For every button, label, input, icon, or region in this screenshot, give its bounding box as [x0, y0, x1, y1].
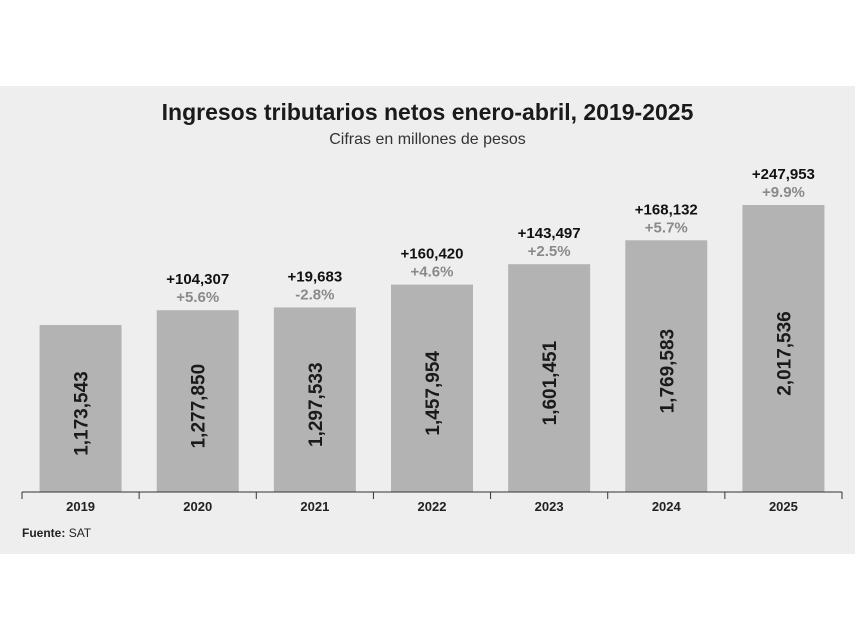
source-value: SAT	[68, 526, 92, 540]
bar-value-label: 1,173,543	[72, 371, 93, 456]
bar-2020	[156, 310, 239, 492]
x-tick-label: 2022	[418, 499, 447, 514]
bar-value-label: 1,769,583	[657, 329, 678, 414]
bar-2021	[273, 307, 356, 492]
change-percent-label: -2.8%	[295, 286, 334, 303]
x-tick-label: 2025	[769, 499, 798, 514]
x-tick-label: 2024	[652, 499, 682, 514]
bar-2022	[391, 284, 473, 492]
change-absolute-label: +143,497	[518, 225, 581, 242]
x-tick-label: 2023	[535, 499, 564, 514]
x-tick-label: 2019	[66, 499, 95, 514]
change-absolute-label: +247,953	[752, 166, 815, 183]
bar-value-label: 1,297,533	[306, 362, 327, 447]
change-percent-label: +5.6%	[176, 289, 219, 306]
source-label: Fuente:	[22, 526, 66, 540]
x-tick-label: 2020	[183, 499, 212, 514]
change-absolute-label: +104,307	[166, 271, 229, 288]
x-tick-label: 2021	[300, 499, 329, 514]
chart-title: Ingresos tributarios netos enero-abril, …	[161, 99, 694, 125]
change-percent-label: +9.9%	[762, 184, 805, 201]
bar-2019	[39, 325, 122, 492]
bar-2025	[742, 205, 825, 492]
change-absolute-label: +168,132	[635, 201, 698, 218]
change-absolute-label: +19,683	[288, 268, 343, 285]
bar-value-label: 1,277,850	[189, 364, 210, 449]
change-percent-label: +5.7%	[645, 219, 688, 236]
bar-value-label: 1,457,954	[423, 351, 444, 436]
bar-2023	[508, 264, 591, 492]
bar-value-label: 2,017,536	[774, 311, 795, 396]
bar-2024	[625, 240, 708, 492]
source-note: Fuente: SAT	[22, 526, 91, 540]
bar-value-label: 1,601,451	[540, 340, 561, 425]
change-percent-label: +2.5%	[528, 243, 571, 260]
change-percent-label: +4.6%	[411, 264, 454, 281]
chart-subtitle: Cifras en millones de pesos	[329, 131, 526, 148]
change-absolute-label: +160,420	[401, 246, 464, 263]
